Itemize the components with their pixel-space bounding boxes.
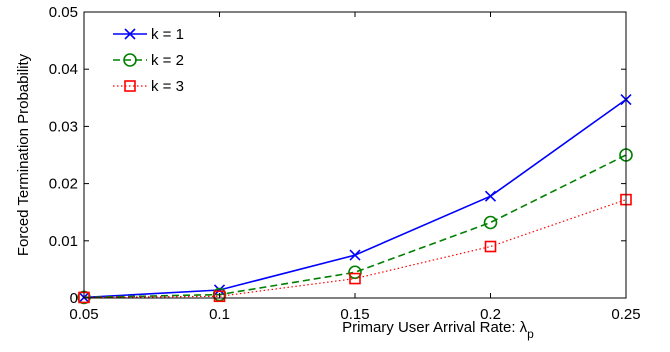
series-line-k3 xyxy=(83,199,627,298)
x-tick-label: 0.1 xyxy=(209,306,230,323)
legend-marker-k2 xyxy=(123,53,137,67)
data-point-k2-3 xyxy=(483,215,498,230)
legend-label-k2: k = 2 xyxy=(151,52,184,69)
y-tick-label: 0.05 xyxy=(49,4,78,21)
legend-label-k3: k = 3 xyxy=(151,78,184,95)
y-axis-title: Forced Termination Probability xyxy=(15,53,32,256)
x-axis-title-subscript: p xyxy=(527,327,534,341)
legend: k = 1 k = 2 k = 3 xyxy=(97,23,197,107)
y-tick-label: 0.04 xyxy=(49,61,78,78)
data-point-k1-3 xyxy=(484,190,497,202)
y-tick-label: 0.02 xyxy=(49,176,78,193)
legend-marker-k3 xyxy=(124,80,136,92)
x-tick-label: 0.2 xyxy=(480,306,501,323)
legend-label-k1: k = 1 xyxy=(151,26,184,43)
x-axis-title: Primary User Arrival Rate: λp xyxy=(342,319,534,341)
y-tick-label: 0.01 xyxy=(49,233,78,250)
x-tick-label: 0.15 xyxy=(340,306,369,323)
y-tick-label: 0.03 xyxy=(49,118,78,135)
axis-tick-labels: 0.05 0.1 0.15 0.2 0.25 0 0.01 0.02 0.03 0.04 0.05 xyxy=(49,4,641,323)
axis-ticks xyxy=(83,11,627,299)
series-line-k2 xyxy=(83,154,627,299)
data-point-k3-3 xyxy=(484,240,497,253)
legend-marker-k1 xyxy=(124,28,136,40)
data-point-k1-1 xyxy=(213,284,226,296)
y-tick-label: 0 xyxy=(70,290,78,307)
x-tick-label: 0.25 xyxy=(611,306,640,323)
data-point-k3-1 xyxy=(213,290,226,303)
legend-box xyxy=(97,23,197,107)
x-tick-label: 0.05 xyxy=(69,306,98,323)
x-axis-title-main: Primary User Arrival Rate: λ xyxy=(342,319,528,336)
data-point-k1-2 xyxy=(349,249,361,261)
data-point-k3-2 xyxy=(349,272,361,285)
